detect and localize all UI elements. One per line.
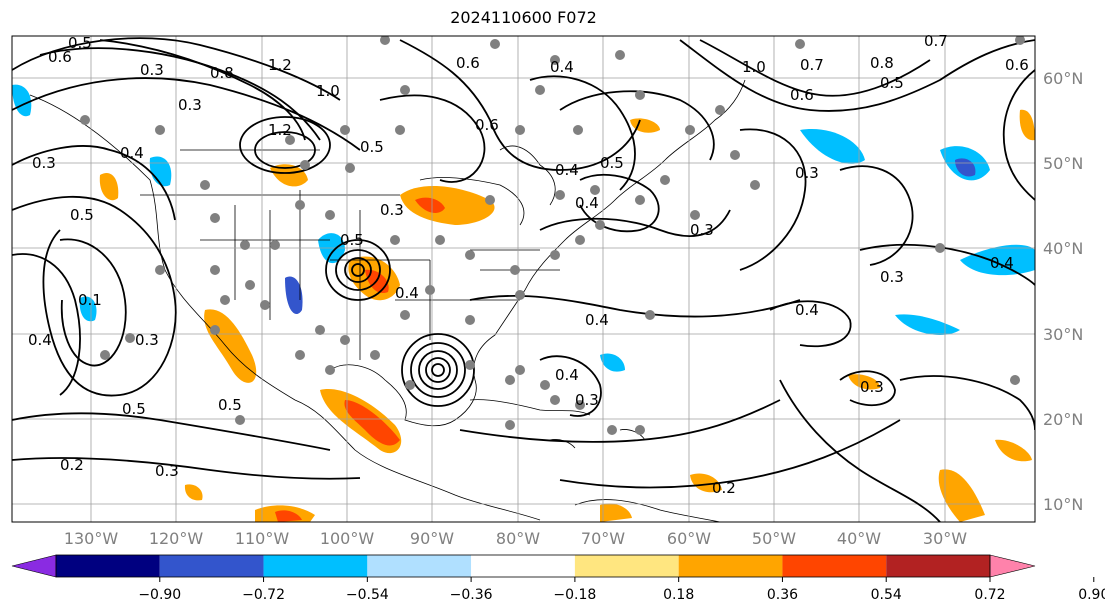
colorbar-tick-label: −0.18 <box>553 587 596 603</box>
colorbar-segment <box>367 555 472 577</box>
contour-label: 0.3 <box>140 61 164 79</box>
contour-label: 0.4 <box>555 161 579 179</box>
contour-label: 0.6 <box>475 116 499 134</box>
colorbar-tick-label: 0.72 <box>974 587 1005 603</box>
contour-label: 0.6 <box>456 54 480 72</box>
contour-label: 0.3 <box>860 378 884 396</box>
contour-label: 0.3 <box>380 201 404 219</box>
colorbar-segment <box>782 555 887 577</box>
lat-label: 50°N <box>1043 154 1083 173</box>
contour-label: 0.6 <box>1005 56 1029 74</box>
lat-label: 60°N <box>1043 69 1083 88</box>
contour-label: 0.5 <box>122 400 146 418</box>
colorbar-tick-label: −0.36 <box>450 587 493 603</box>
colorbar-outline <box>55 554 991 578</box>
coastlines <box>29 79 746 522</box>
map-frame <box>11 35 1036 523</box>
colorbar-tick-label: 0.18 <box>663 587 694 603</box>
contour-label: 0.8 <box>210 64 234 82</box>
contour-label: 0.4 <box>795 301 819 319</box>
lat-label: 10°N <box>1043 495 1083 514</box>
contour-label: 0.5 <box>70 206 94 224</box>
colorbar-segment <box>159 555 264 577</box>
lon-label: 30°W <box>923 529 967 548</box>
colorbar-tick-label: 0.90 <box>1078 587 1105 603</box>
lon-label: 60°W <box>667 529 711 548</box>
colorbar-extend-low <box>11 554 57 578</box>
lon-label: 120°W <box>149 529 204 548</box>
colorbar-tick-label: 0.54 <box>871 587 902 603</box>
lon-label: 110°W <box>235 529 290 548</box>
lon-label: 50°W <box>752 529 796 548</box>
lat-label: 30°N <box>1043 325 1083 344</box>
contour-label: 0.5 <box>218 396 242 414</box>
colorbar-extend-high <box>989 554 1036 578</box>
contour-label: 0.3 <box>795 164 819 182</box>
colorbar-tick-label: −0.54 <box>346 587 389 603</box>
colorbar-segment <box>471 555 575 577</box>
contour-label: 0.4 <box>555 366 579 384</box>
contour-label: 0.4 <box>585 311 609 329</box>
contour-label: 0.3 <box>880 268 904 286</box>
contour-label: 0.5 <box>600 154 624 172</box>
contour-label: 0.3 <box>690 221 714 239</box>
contour-label: 0.1 <box>78 291 102 309</box>
contour-label: 0.5 <box>880 74 904 92</box>
colorbar-segment <box>56 555 160 577</box>
contour-label: 0.5 <box>68 34 92 52</box>
lon-label: 100°W <box>320 529 375 548</box>
contour-label: 0.5 <box>340 231 364 249</box>
lat-label: 20°N <box>1043 410 1083 429</box>
colorbar: −0.90 −0.72 −0.54 −0.36 −0.18 0.18 0.36 0.54 0.7… <box>11 554 1105 603</box>
contour-label: 0.4 <box>550 58 574 76</box>
station-dots <box>80 36 1025 435</box>
contour-label: 0.2 <box>712 479 736 497</box>
colorbar-segment <box>574 555 679 577</box>
contour-lines <box>12 37 1035 522</box>
contour-label: 0.6 <box>790 86 814 104</box>
contour-label: 0.3 <box>32 154 56 172</box>
contour-label: 0.3 <box>178 96 202 114</box>
contour-label: 0.3 <box>575 391 599 409</box>
lon-label: 70°W <box>581 529 625 548</box>
colorbar-tick-label: −0.90 <box>138 587 181 603</box>
contour-label: 0.6 <box>48 48 72 66</box>
colorbar-tick-label: 0.36 <box>767 587 798 603</box>
contour-label: 1.0 <box>316 82 340 100</box>
contour-label: 0.7 <box>800 56 824 74</box>
contour-label: 0.4 <box>28 331 52 349</box>
contour-label: 0.5 <box>360 138 384 156</box>
map-title: 2024110600 F072 <box>450 8 597 27</box>
colorbar-segment <box>886 555 990 577</box>
latitude-labels: 60°N 50°N 40°N 30°N 20°N 10°N <box>1043 69 1083 514</box>
contour-label: 0.4 <box>395 284 419 302</box>
lon-label: 90°W <box>410 529 454 548</box>
longitude-labels: 130°W 120°W 110°W 100°W 90°W 80°W 70°W 6… <box>64 529 967 548</box>
map-background <box>12 36 1035 522</box>
contour-label: 0.8 <box>870 54 894 72</box>
colorbar-segment <box>678 555 783 577</box>
contour-label: 0.4 <box>575 194 599 212</box>
contour-label: 0.3 <box>155 462 179 480</box>
lat-label: 40°N <box>1043 239 1083 258</box>
lon-label: 130°W <box>64 529 119 548</box>
contour-label: 1.2 <box>268 121 292 139</box>
contour-label: 0.4 <box>990 254 1014 272</box>
lon-label: 80°W <box>496 529 540 548</box>
colorbar-segment <box>263 555 368 577</box>
contour-label: 1.0 <box>742 58 766 76</box>
contour-labels: 0.6 0.5 0.3 0.8 1.2 1.0 0.3 0.6 0.4 0.4 … <box>28 32 1029 497</box>
contour-label: 0.4 <box>120 144 144 162</box>
lon-label: 40°W <box>837 529 881 548</box>
contour-label: 1.2 <box>268 56 292 74</box>
contour-label: 0.3 <box>135 331 159 349</box>
contour-label: 0.2 <box>60 456 84 474</box>
colorbar-tick-label: −0.72 <box>242 587 285 603</box>
contour-label: 0.7 <box>924 32 948 50</box>
